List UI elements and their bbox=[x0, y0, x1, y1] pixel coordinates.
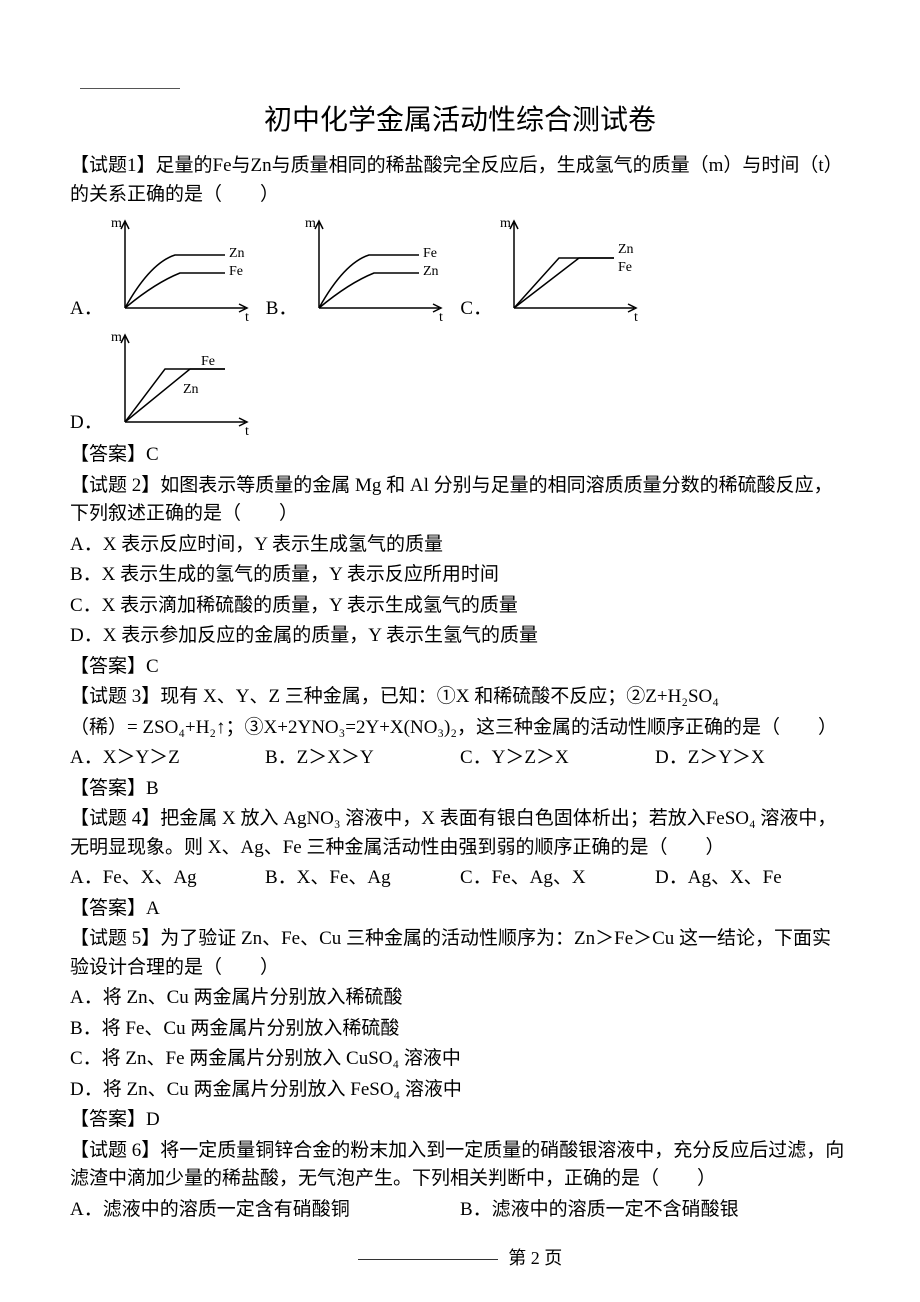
q3-b: B．Z＞X＞Y bbox=[265, 744, 460, 773]
q6-b: B．滤液中的溶质一定不含硝酸银 bbox=[460, 1196, 850, 1225]
q1-opt-c: C． m t Zn Fe bbox=[460, 213, 649, 323]
q2-b: B．X 表示生成的氢气的质量，Y 表示反应所用时间 bbox=[70, 561, 850, 590]
q1-answer: 【答案】C bbox=[70, 441, 850, 470]
q2-c: C．X 表示滴加稀硫酸的质量，Y 表示生成氢气的质量 bbox=[70, 592, 850, 621]
q2-stem: 【试题 2】如图表示等质量的金属 Mg 和 Al 分别与足量的相同溶质质量分数的… bbox=[70, 472, 850, 529]
q3-stem1: 【试题 3】现有 X、Y、Z 三种金属，已知：①X 和稀硫酸不反应；②Z+H₂S… bbox=[70, 683, 850, 712]
svg-text:Fe: Fe bbox=[229, 264, 243, 279]
q6-a: A．滤液中的溶质一定含有硝酸铜 bbox=[70, 1196, 460, 1225]
q2-answer: 【答案】C bbox=[70, 653, 850, 682]
q1-a-label: A． bbox=[70, 295, 103, 324]
q3-a: A．X＞Y＞Z bbox=[70, 744, 265, 773]
q5-b: B．将 Fe、Cu 两金属片分别放入稀硫酸 bbox=[70, 1015, 850, 1044]
q1-chart-c: m t Zn Fe bbox=[494, 213, 649, 323]
q1-chart-d: m t FeZn bbox=[105, 327, 260, 437]
q1-b-label: B． bbox=[266, 295, 298, 324]
q1-d-label: D． bbox=[70, 409, 103, 438]
q6-options: A．滤液中的溶质一定含有硝酸铜 B．滤液中的溶质一定不含硝酸银 bbox=[70, 1196, 850, 1225]
q4-d: D．Ag、X、Fe bbox=[655, 864, 850, 893]
q4-options: A．Fe、X、Ag B．X、Fe、Ag C．Fe、Ag、X D．Ag、X、Fe bbox=[70, 864, 850, 893]
svg-text:Zn: Zn bbox=[183, 382, 199, 397]
footer-rule bbox=[358, 1259, 498, 1260]
q5-answer: 【答案】D bbox=[70, 1106, 850, 1135]
svg-text:Fe: Fe bbox=[423, 246, 437, 261]
q1-chart-a: m t Zn Fe bbox=[105, 213, 260, 323]
q5-stem: 【试题 5】为了验证 Zn、Fe、Cu 三种金属的活动性顺序为：Zn＞Fe＞Cu… bbox=[70, 925, 850, 982]
q1-stem: 【试题1】足量的Fe与Zn与质量相同的稀盐酸完全反应后，生成氢气的质量（m）与时… bbox=[70, 152, 850, 209]
q4-a: A．Fe、X、Ag bbox=[70, 864, 265, 893]
q2-a: A．X 表示反应时间，Y 表示生成氢气的质量 bbox=[70, 531, 850, 560]
svg-text:Zn: Zn bbox=[618, 242, 634, 257]
q6-stem: 【试题 6】将一定质量铜锌合金的粉末加入到一定质量的硝酸银溶液中，充分反应后过滤… bbox=[70, 1137, 850, 1194]
q3-d: D．Z＞Y＞X bbox=[655, 744, 850, 773]
q1-options-row1: A． m t Zn Fe B． m t Fe Zn C． bbox=[70, 213, 850, 323]
q1-chart-b: m t Fe Zn bbox=[299, 213, 454, 323]
svg-text:Zn: Zn bbox=[423, 264, 439, 279]
q5-a: A．将 Zn、Cu 两金属片分别放入稀硫酸 bbox=[70, 984, 850, 1013]
q4-c: C．Fe、Ag、X bbox=[460, 864, 655, 893]
page-title: 初中化学金属活动性综合测试卷 bbox=[70, 100, 850, 142]
svg-text:Fe: Fe bbox=[618, 260, 632, 275]
svg-text:m: m bbox=[305, 216, 316, 231]
q3-stem2: （稀）= ZSO₄+H₂↑；③X+2YNO₃=2Y+X(NO₃)₂，这三种金属的… bbox=[70, 714, 850, 743]
q1-opt-b: B． m t Fe Zn bbox=[266, 213, 455, 323]
q4-answer: 【答案】A bbox=[70, 895, 850, 924]
q3-c: C．Y＞Z＞X bbox=[460, 744, 655, 773]
svg-text:m: m bbox=[500, 216, 511, 231]
header-rule bbox=[80, 88, 180, 89]
q2-d: D．X 表示参加反应的金属的质量，Y 表示生氢气的质量 bbox=[70, 622, 850, 651]
svg-text:t: t bbox=[634, 310, 638, 323]
q1-options-row2: D． m t FeZn bbox=[70, 327, 850, 437]
svg-text:m: m bbox=[111, 330, 122, 345]
q3-answer: 【答案】B bbox=[70, 775, 850, 804]
svg-text:Fe: Fe bbox=[201, 354, 215, 369]
q4-b: B．X、Fe、Ag bbox=[265, 864, 460, 893]
q5-d: D．将 Zn、Cu 两金属片分别放入 FeSO₄ 溶液中 bbox=[70, 1076, 850, 1105]
page-footer: 第 2 页 bbox=[0, 1245, 920, 1272]
svg-text:t: t bbox=[439, 310, 443, 323]
svg-text:t: t bbox=[245, 424, 249, 437]
svg-text:m: m bbox=[111, 216, 122, 231]
q1-c-label: C． bbox=[460, 295, 492, 324]
q5-c: C．将 Zn、Fe 两金属片分别放入 CuSO₄ 溶液中 bbox=[70, 1045, 850, 1074]
footer-text: 第 2 页 bbox=[508, 1248, 562, 1268]
q1-opt-d: D． m t FeZn bbox=[70, 327, 260, 437]
svg-text:Zn: Zn bbox=[229, 246, 245, 261]
q3-options: A．X＞Y＞Z B．Z＞X＞Y C．Y＞Z＞X D．Z＞Y＞X bbox=[70, 744, 850, 773]
q4-stem: 【试题 4】把金属 X 放入 AgNO₃ 溶液中，X 表面有银白色固体析出；若放… bbox=[70, 805, 850, 862]
svg-text:t: t bbox=[245, 310, 249, 323]
q1-opt-a: A． m t Zn Fe bbox=[70, 213, 260, 323]
